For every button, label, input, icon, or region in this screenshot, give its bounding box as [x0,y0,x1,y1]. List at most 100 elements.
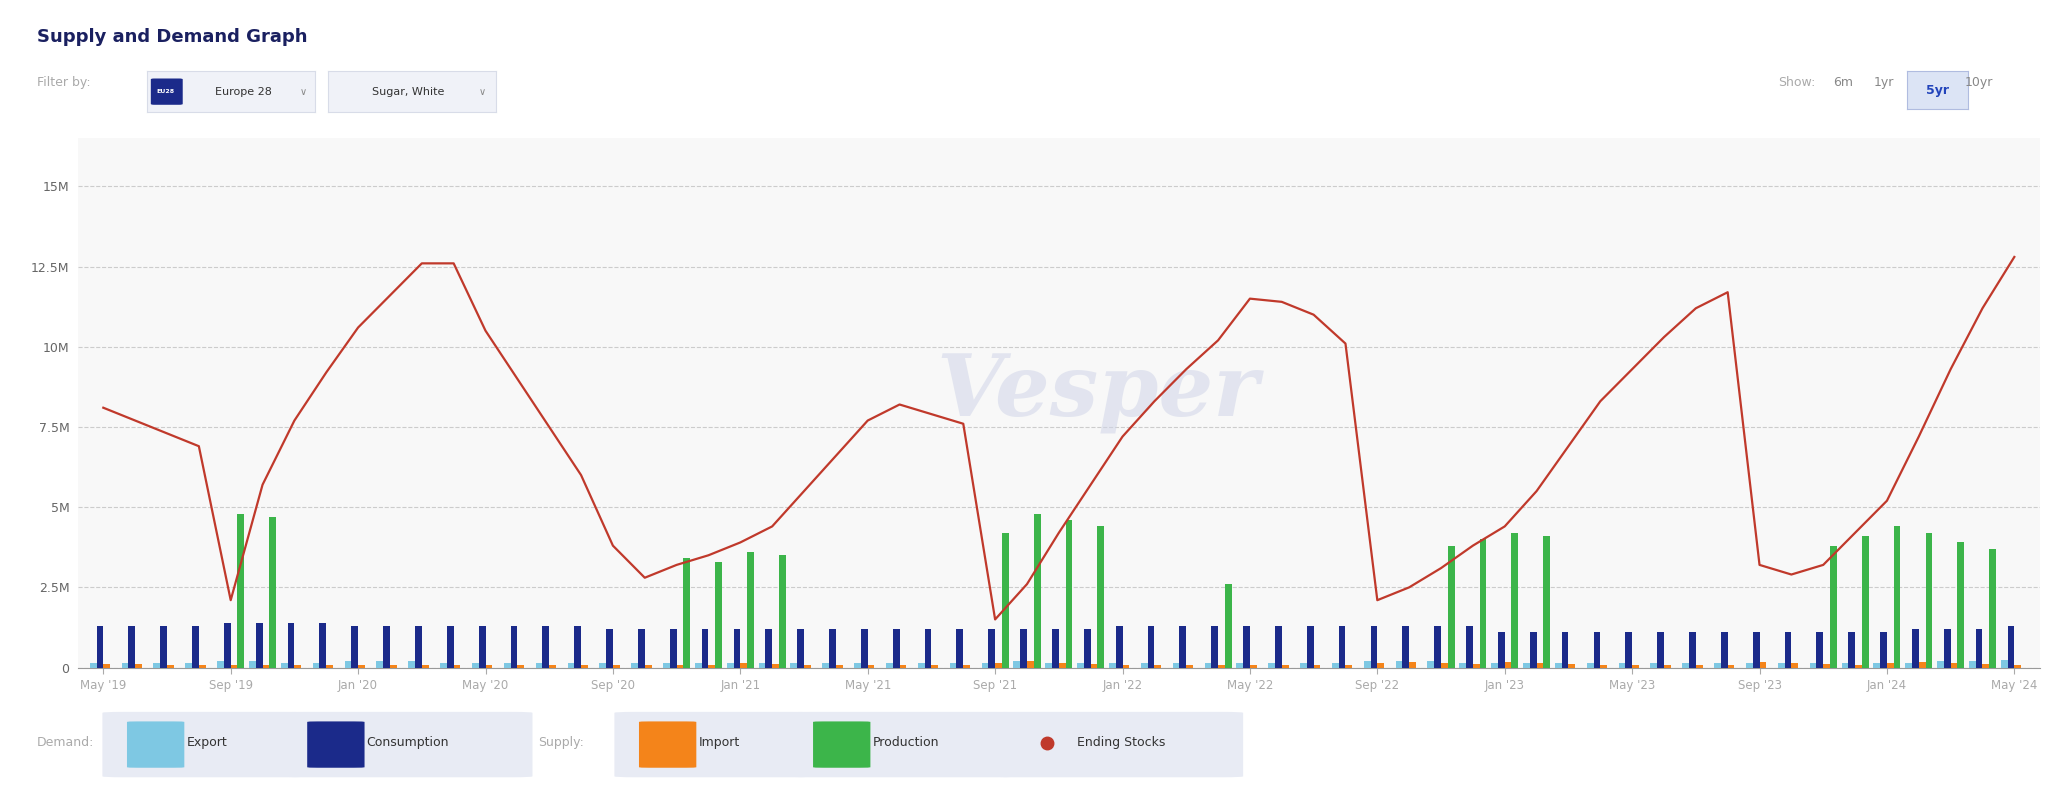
Text: ∨: ∨ [301,87,307,96]
Bar [1237,663,1243,668]
Bar [1491,663,1497,668]
Bar [981,663,989,668]
Bar [352,626,358,668]
FancyBboxPatch shape [152,78,182,105]
Bar [1905,663,1913,668]
Bar [582,665,588,668]
Bar [1001,532,1010,668]
Bar [1180,626,1186,668]
Bar [924,629,932,668]
Bar [702,629,709,668]
Bar [1505,662,1511,668]
Text: Export: Export [186,736,227,749]
Bar [377,661,383,668]
Bar [836,665,842,668]
Bar [1473,664,1479,668]
Bar [854,663,860,668]
Bar [160,626,168,668]
Bar [860,629,868,668]
Bar [950,663,956,668]
Bar [1378,663,1384,668]
Bar [573,626,582,668]
Text: 6m: 6m [1833,77,1853,89]
Bar [1989,549,1997,668]
Bar [1409,662,1415,668]
Bar [1663,665,1671,668]
Text: Vesper: Vesper [936,351,1260,434]
Bar [1460,663,1466,668]
Bar [1681,663,1690,668]
Bar [1092,664,1098,668]
Bar [1554,663,1563,668]
Bar [1544,536,1550,668]
Bar [1448,546,1454,668]
Bar [1950,663,1958,668]
Bar [868,665,874,668]
Bar [1300,663,1307,668]
Bar [1282,665,1288,668]
FancyBboxPatch shape [307,721,365,768]
Bar [1536,663,1544,668]
FancyBboxPatch shape [127,721,184,768]
Bar [748,552,754,668]
Bar [1886,663,1894,668]
Bar [1268,663,1276,668]
Bar [963,665,971,668]
Bar [1618,663,1626,668]
Bar [2007,626,2015,668]
Bar [1894,526,1901,668]
Bar [1714,663,1720,668]
Bar [1511,532,1518,668]
Bar [758,663,766,668]
Bar [1632,665,1638,668]
Bar [1219,665,1225,668]
FancyBboxPatch shape [993,712,1243,777]
Bar [1968,661,1976,668]
Bar [287,623,295,668]
Bar [2001,660,2007,668]
Bar [995,663,1001,668]
Text: Supply and Demand Graph: Supply and Demand Graph [37,28,307,46]
Bar [684,559,690,668]
Bar [1587,663,1593,668]
Bar [238,514,244,668]
Bar [1530,632,1536,668]
Bar [485,665,492,668]
Bar [1913,629,1919,668]
Bar [676,665,684,668]
Bar [446,626,455,668]
Bar [1593,632,1599,668]
Bar [1880,632,1886,668]
Bar [1696,665,1702,668]
Text: 5yr: 5yr [1925,84,1950,96]
Bar [1083,629,1092,668]
Bar [1563,632,1569,668]
Bar [1370,626,1378,668]
Bar [645,665,651,668]
Bar [250,661,256,668]
Bar [319,623,326,668]
Bar [1147,626,1155,668]
Text: Ending Stocks: Ending Stocks [1077,736,1165,749]
Bar [154,663,160,668]
Bar [1944,629,1950,668]
Bar [1155,665,1161,668]
Text: Production: Production [872,736,938,749]
Bar [709,665,715,668]
Bar [956,629,963,668]
Text: Sugar, White: Sugar, White [373,87,444,96]
Text: Europe 28: Europe 28 [215,87,272,96]
Bar [823,663,829,668]
Bar [715,562,723,668]
Bar [1497,632,1505,668]
Bar [1747,663,1753,668]
Bar [1225,584,1231,668]
Bar [1116,626,1122,668]
Bar [256,623,262,668]
Bar [168,665,174,668]
Bar [96,626,102,668]
Bar [389,665,397,668]
Bar [1925,532,1933,668]
Bar [1626,632,1632,668]
Bar [199,665,205,668]
